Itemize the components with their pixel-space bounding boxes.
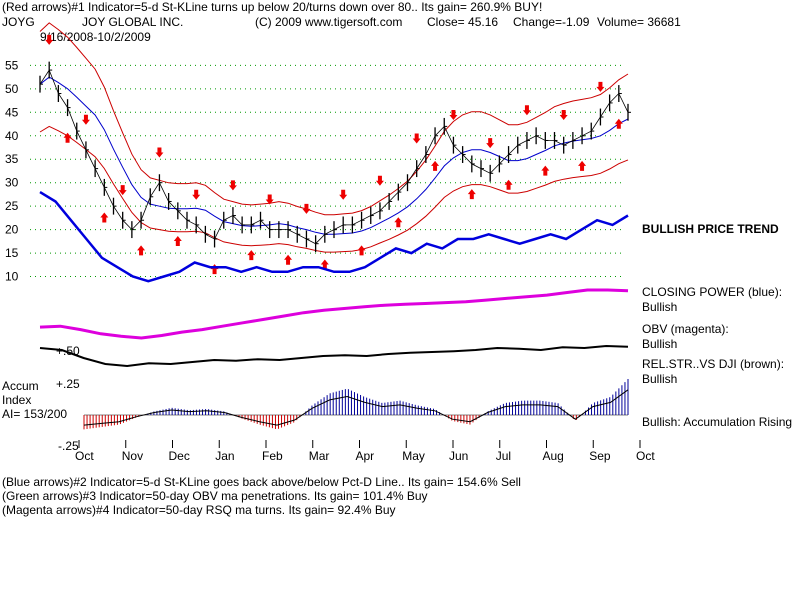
buy-arrow bbox=[614, 118, 623, 129]
y-tick-label: 35 bbox=[5, 152, 19, 166]
obv-line bbox=[39, 288, 629, 340]
x-tick-label: Jun bbox=[449, 449, 468, 463]
closing-power-line bbox=[39, 191, 629, 283]
x-tick-label: Nov bbox=[122, 449, 143, 463]
lower-band-line bbox=[39, 125, 629, 253]
buy-arrow bbox=[320, 259, 329, 270]
accum-index-label-3: AI= 153/200 bbox=[2, 407, 68, 421]
y-tick-label: 50 bbox=[5, 82, 19, 96]
accum-ma-line bbox=[83, 389, 629, 426]
sell-arrow bbox=[228, 180, 237, 191]
buy-arrow bbox=[467, 189, 476, 200]
footer-line3: (Magenta arrows)#4 Indicator=50-day RSQ … bbox=[2, 503, 396, 517]
buy-arrow bbox=[431, 160, 440, 171]
x-tick-label: Feb bbox=[262, 449, 283, 463]
buy-arrow bbox=[284, 254, 293, 265]
y-tick-label: 55 bbox=[5, 58, 19, 72]
sell-arrow bbox=[118, 185, 127, 196]
y-tick-label: 25 bbox=[5, 199, 19, 213]
obv-label: OBV (magenta): bbox=[642, 322, 729, 336]
relstr-value: Bullish bbox=[642, 372, 678, 386]
closing-power-value: Bullish bbox=[642, 300, 678, 314]
buy-arrow bbox=[247, 250, 256, 261]
volume-value: Volume= 36681 bbox=[597, 15, 681, 29]
buy-arrow bbox=[504, 179, 513, 190]
y-tick-label: 15 bbox=[5, 246, 19, 260]
moving-average-line bbox=[39, 76, 629, 235]
sell-arrow bbox=[192, 189, 201, 200]
x-tick-label: Oct bbox=[75, 449, 94, 463]
accum-label: Bullish: Accumulation Rising bbox=[642, 415, 793, 429]
sell-arrow bbox=[375, 175, 384, 186]
y-tick-label: 40 bbox=[5, 129, 19, 143]
buy-arrow bbox=[578, 160, 587, 171]
sell-arrow bbox=[339, 189, 348, 200]
y-tick-label: 45 bbox=[5, 105, 19, 119]
plus25-label: +.25 bbox=[56, 377, 80, 391]
obv-value: Bullish bbox=[642, 337, 678, 351]
buy-arrow bbox=[357, 245, 366, 256]
price-trend-label: BULLISH PRICE TREND bbox=[642, 222, 779, 236]
buy-arrow bbox=[394, 217, 403, 228]
x-tick-label: Jul bbox=[496, 449, 511, 463]
sell-arrow bbox=[486, 138, 495, 149]
buy-arrow bbox=[137, 245, 146, 256]
closing-power-label: CLOSING POWER (blue): bbox=[642, 285, 783, 299]
upper-band-line bbox=[39, 22, 629, 216]
x-tick-label: May bbox=[402, 449, 425, 463]
x-tick-label: Mar bbox=[309, 449, 330, 463]
sell-arrow bbox=[265, 194, 274, 205]
x-tick-label: Dec bbox=[169, 449, 190, 463]
relstr-line bbox=[39, 344, 629, 368]
sell-arrow bbox=[155, 147, 164, 158]
sell-arrow bbox=[559, 110, 568, 120]
buy-arrow bbox=[63, 132, 72, 143]
x-tick-label: Apr bbox=[356, 449, 375, 463]
sell-arrow bbox=[449, 110, 458, 120]
y-tick-label: 20 bbox=[5, 223, 19, 237]
sell-arrow bbox=[45, 34, 54, 45]
buy-arrow bbox=[173, 236, 182, 246]
y-tick-label: 30 bbox=[5, 176, 19, 190]
plus50-label: +.50 bbox=[56, 344, 80, 358]
x-tick-label: Jan bbox=[215, 449, 234, 463]
buy-arrow bbox=[210, 264, 219, 275]
footer-line1: (Blue arrows)#2 Indicator=5-d St-KLine g… bbox=[2, 475, 521, 489]
x-tick-label: Oct bbox=[636, 449, 655, 463]
x-tick-label: Sep bbox=[589, 449, 611, 463]
sell-arrow bbox=[81, 114, 90, 125]
relstr-label: REL.STR..VS DJI (brown): bbox=[642, 357, 785, 371]
sell-arrow bbox=[596, 81, 605, 92]
date-range: 9/16/2008-10/2/2009 bbox=[40, 30, 151, 44]
footer-line2: (Green arrows)#3 Indicator=50-day OBV ma… bbox=[2, 489, 428, 503]
accum-index-label-1: Accum bbox=[2, 379, 39, 393]
copyright: (C) 2009 www.tigersoft.com bbox=[255, 15, 403, 29]
price-line bbox=[39, 69, 629, 245]
sell-arrow bbox=[302, 203, 311, 214]
minus25-label: -.25 bbox=[58, 439, 79, 453]
close-value: Close= 45.16 bbox=[427, 15, 499, 29]
x-tick-label: Aug bbox=[543, 449, 564, 463]
y-tick-label: 10 bbox=[5, 270, 19, 284]
ticker: JOYG bbox=[2, 15, 35, 29]
sell-arrow bbox=[412, 133, 421, 144]
change-value: Change=-1.09 bbox=[513, 15, 590, 29]
buy-arrow bbox=[541, 165, 550, 176]
company-name: JOY GLOBAL INC. bbox=[82, 15, 184, 29]
buy-arrow bbox=[100, 212, 109, 223]
header-line1: (Red arrows)#1 Indicator=5-d St-KLine tu… bbox=[2, 0, 543, 14]
sell-arrow bbox=[522, 105, 531, 116]
accum-index-label-2: Index bbox=[2, 393, 32, 407]
stock-chart: 55 50 45 40 35 30 25 20 15 10 Oct Nov Dec Jan Feb Mar Ap… bbox=[5, 22, 655, 463]
